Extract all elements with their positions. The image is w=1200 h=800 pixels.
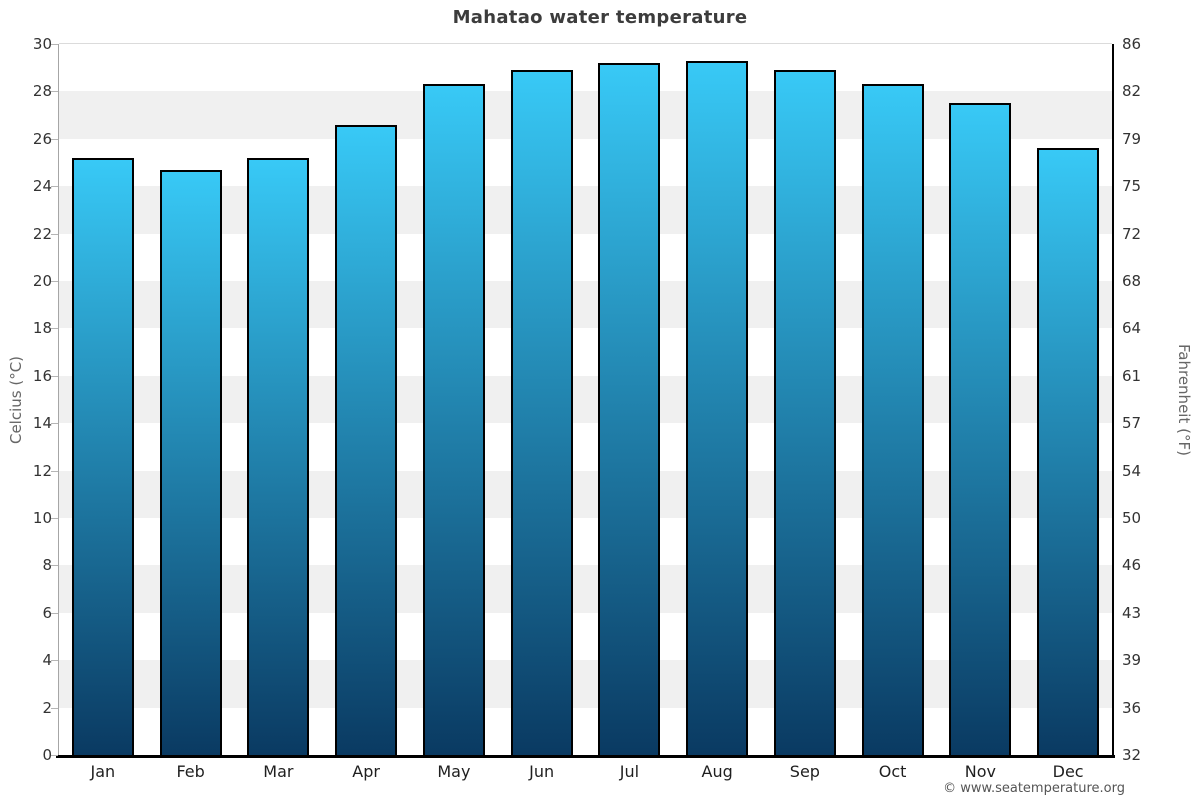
celsius-tickmark <box>51 281 58 282</box>
grid-band <box>59 186 1112 234</box>
month-label-jan: Jan <box>90 762 116 781</box>
celsius-tick: 12 <box>32 461 52 480</box>
celsius-tick: 28 <box>32 82 52 101</box>
month-label-sep: Sep <box>789 762 820 781</box>
celsius-tickmark <box>51 707 58 709</box>
celsius-tick: 0 <box>42 746 52 764</box>
month-label-dec: Dec <box>1052 762 1084 781</box>
month-label-apr: Apr <box>352 762 380 781</box>
fahrenheit-tick: 39 <box>1122 651 1142 670</box>
grid-band <box>59 660 1112 708</box>
celsius-tick: 6 <box>42 603 52 622</box>
fahrenheit-tick: 50 <box>1122 509 1142 527</box>
bar-jul <box>598 62 661 755</box>
bar-apr <box>335 124 398 755</box>
month-label-aug: Aug <box>701 762 733 781</box>
celsius-tick: 30 <box>32 35 52 53</box>
y-axis-title-fahrenheit: Fahrenheit (°F) <box>1175 344 1193 456</box>
month-label-jun: Jun <box>529 762 555 781</box>
celsius-tick: 14 <box>32 414 52 433</box>
bar-mar <box>247 157 310 755</box>
left-axis-line <box>58 44 59 755</box>
grid-band <box>59 565 1112 613</box>
celsius-tick: 2 <box>42 698 52 717</box>
grid-band <box>59 281 1112 329</box>
celsius-tickmark <box>51 612 58 614</box>
grid-band <box>59 138 1112 187</box>
grid-band <box>59 328 1112 376</box>
celsius-tickmark <box>51 660 58 662</box>
bar-aug <box>686 60 749 755</box>
month-label-jul: Jul <box>619 762 640 781</box>
celsius-tickmark <box>51 518 58 519</box>
month-label-feb: Feb <box>176 762 205 781</box>
grid-band <box>59 612 1112 661</box>
grid-band <box>59 375 1112 424</box>
bar-nov <box>949 103 1012 755</box>
celsius-tickmark <box>51 91 58 93</box>
celsius-tickmark <box>51 186 58 188</box>
celsius-tickmark <box>51 233 58 235</box>
fahrenheit-tick: 82 <box>1122 82 1142 101</box>
fahrenheit-tick: 64 <box>1122 319 1142 338</box>
bar-dec <box>1037 148 1100 755</box>
x-axis-line <box>56 755 1115 758</box>
month-label-mar: Mar <box>263 762 294 781</box>
fahrenheit-tick: 57 <box>1122 414 1142 433</box>
fahrenheit-tick: 86 <box>1122 35 1142 53</box>
celsius-tickmark <box>51 565 58 567</box>
fahrenheit-tick: 54 <box>1122 461 1142 480</box>
celsius-tickmark <box>51 375 58 377</box>
grid-band <box>59 44 1112 92</box>
celsius-tickmark <box>51 423 58 425</box>
celsius-tickmark <box>51 328 58 330</box>
plot-area <box>56 43 1115 758</box>
right-axis-line <box>1112 44 1114 755</box>
bar-sep <box>773 70 836 755</box>
chart-title: Mahatao water temperature <box>452 7 748 28</box>
grid-band <box>59 518 1112 566</box>
celsius-tick: 24 <box>32 177 52 196</box>
grid-band <box>59 470 1112 518</box>
fahrenheit-tick: 43 <box>1122 603 1142 622</box>
celsius-tickmark <box>51 44 58 45</box>
celsius-tickmark <box>51 755 58 756</box>
celsius-tick: 10 <box>32 509 52 527</box>
copyright-text: © www.seatemperature.org <box>943 781 1125 796</box>
fahrenheit-tick: 72 <box>1122 224 1142 243</box>
bar-oct <box>861 84 924 755</box>
month-label-may: May <box>437 762 471 781</box>
grid-band <box>59 91 1112 139</box>
bar-jun <box>510 70 573 755</box>
fahrenheit-tick: 68 <box>1122 272 1142 290</box>
celsius-tick: 8 <box>42 556 52 575</box>
grid-band <box>59 423 1112 471</box>
bar-jan <box>71 157 134 755</box>
grid-band <box>59 233 1112 281</box>
month-label-oct: Oct <box>878 762 907 781</box>
fahrenheit-tick: 36 <box>1122 698 1142 717</box>
month-label-nov: Nov <box>964 762 996 781</box>
fahrenheit-tick: 75 <box>1122 177 1142 196</box>
grid-band <box>59 707 1112 755</box>
celsius-tick: 18 <box>32 319 52 338</box>
celsius-tick: 4 <box>42 651 52 670</box>
top-border-line <box>59 43 1112 44</box>
fahrenheit-tick: 46 <box>1122 556 1142 575</box>
celsius-tick: 20 <box>32 272 52 290</box>
bar-may <box>422 84 485 755</box>
celsius-tickmark <box>51 470 58 472</box>
celsius-tick: 26 <box>32 129 52 148</box>
bar-feb <box>159 169 222 755</box>
celsius-tickmark <box>51 138 58 140</box>
fahrenheit-tick: 32 <box>1122 746 1142 764</box>
y-axis-title-celsius: Celcius (°C) <box>7 355 25 445</box>
fahrenheit-tick: 61 <box>1122 366 1142 385</box>
celsius-tick: 16 <box>32 366 52 385</box>
celsius-tick: 22 <box>32 224 52 243</box>
fahrenheit-tick: 79 <box>1122 129 1142 148</box>
